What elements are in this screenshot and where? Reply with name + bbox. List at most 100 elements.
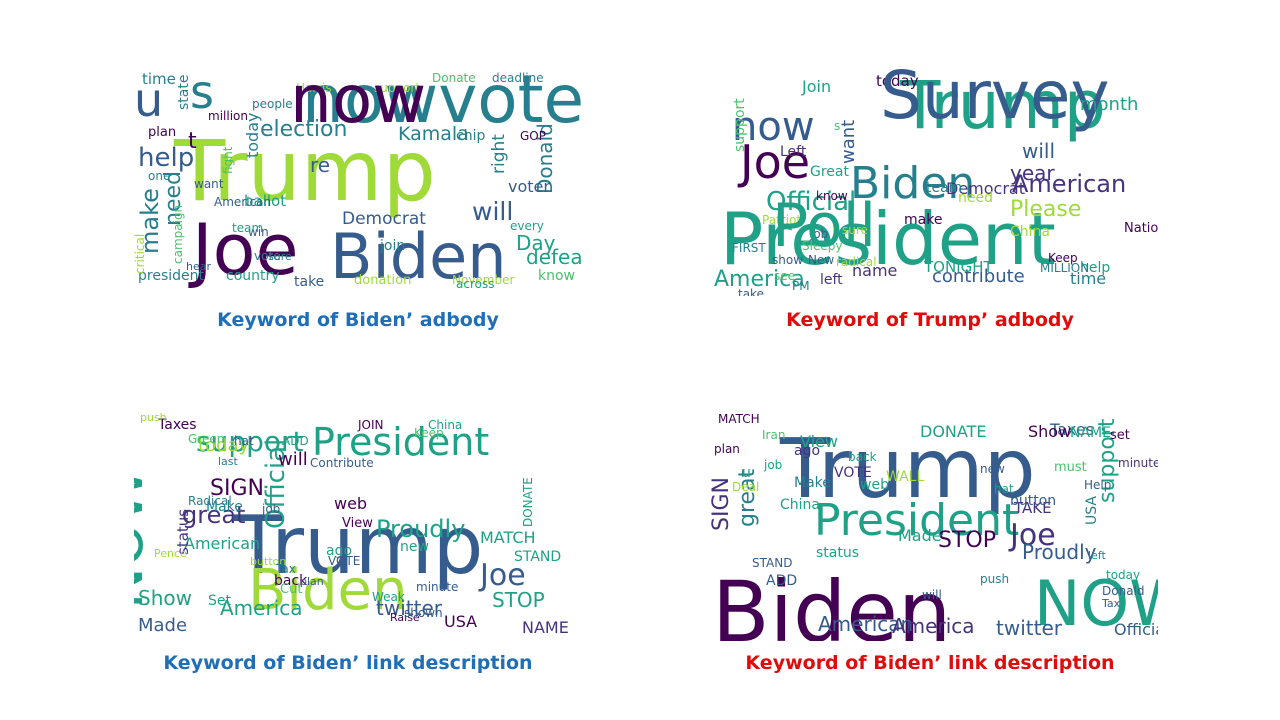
cloud-word-set: Set xyxy=(208,593,232,609)
cloud-word-add: ADD xyxy=(282,434,309,448)
cloud-word-american: American xyxy=(818,612,913,636)
cloud-word-show: Show xyxy=(1028,422,1071,441)
cloud-word-t: t xyxy=(188,129,197,154)
cloud-word-president: President xyxy=(720,197,1056,281)
cloud-word-one: one xyxy=(148,169,170,183)
cloud-word-joe: Joe xyxy=(737,135,810,189)
cloud-word-proudly: Proudly xyxy=(376,515,465,543)
cloud-word-every: every xyxy=(510,219,544,233)
cloud-word-name: NAME xyxy=(522,618,569,637)
cloud-word-ago: ago xyxy=(326,543,352,559)
cloud-word-job: job xyxy=(261,502,280,516)
cloud-word-take: take xyxy=(738,287,764,296)
cloud-word-last: last xyxy=(218,455,239,468)
cloud-word-biden: Biden xyxy=(712,563,951,641)
cloud-word-new: new xyxy=(980,462,1005,476)
cloud-word-job: job xyxy=(763,458,782,472)
word-cloud-trump-adbody: Trump President Joe Biden now Official America… xyxy=(710,64,1158,296)
cloud-word-fight: fight xyxy=(221,146,235,174)
cloud-word-china: China xyxy=(428,418,462,432)
cloud-word-match: MATCH xyxy=(718,412,760,426)
cloud-word-nowvote: nowvote xyxy=(302,64,582,138)
word-cloud-biden-adbody: Trump Joe Biden nowvote election help make need… xyxy=(134,64,582,296)
cloud-word-survey: Survey xyxy=(880,64,1110,134)
cloud-word-button: button xyxy=(250,555,286,568)
cloud-word-joe: Joe xyxy=(478,558,526,593)
cloud-word-name: NAME xyxy=(1070,425,1111,441)
cloud-word-donate: DONATE xyxy=(920,422,986,441)
cloud-word-view: View xyxy=(800,432,838,451)
cloud-word-now: now xyxy=(732,104,815,150)
cloud-word-voter: voter xyxy=(508,177,550,196)
cloud-word-make: Make xyxy=(206,499,243,515)
cloud-word-join: join xyxy=(379,238,405,254)
cloud-word-donald: Donald xyxy=(533,123,557,194)
cloud-word-radical: Radical xyxy=(188,494,232,508)
cloud-word-china: China xyxy=(1010,224,1050,240)
cloud-word-campaign: campaign xyxy=(171,205,185,264)
cloud-word-s: s xyxy=(834,119,840,133)
cloud-word-harris: Harris xyxy=(296,81,332,95)
cloud-word-keep: Keep xyxy=(414,426,444,440)
cloud-word-please: Please xyxy=(1010,197,1081,222)
cloud-word-democrat: Democrat xyxy=(342,209,426,229)
cloud-word-team: team xyxy=(232,221,263,235)
cloud-word-president: president xyxy=(138,268,205,284)
cloud-word-million: million xyxy=(208,109,248,123)
cloud-word-want: want xyxy=(194,177,224,191)
cloud-word-left: Left xyxy=(780,144,807,160)
cloud-word-sign: SIGN xyxy=(210,476,264,501)
cloud-word-america: America xyxy=(220,596,303,620)
cloud-word-biden: Biden xyxy=(330,220,507,293)
cloud-word-make: make xyxy=(136,188,164,254)
cloud-word-official: Official xyxy=(261,439,291,529)
word-cloud-svg: Trump President Joe Biden now Official America… xyxy=(714,64,1158,296)
cloud-word-show: Show xyxy=(138,586,192,610)
cloud-word-across: across xyxy=(456,277,494,291)
cloud-word-take: TAKE xyxy=(1013,499,1052,517)
cloud-word-take: take xyxy=(294,274,324,290)
cloud-word-will: will xyxy=(922,588,942,602)
cloud-word-poll: Poll xyxy=(772,191,876,261)
cloud-word-green: Green xyxy=(188,432,224,446)
cloud-word-make: Make xyxy=(794,475,831,491)
cloud-word-state: state xyxy=(176,75,192,110)
cloud-word-keep: Keep xyxy=(1048,251,1078,265)
cloud-word-re: re xyxy=(310,153,330,177)
cloud-word-biden: Biden xyxy=(850,158,975,209)
cloud-word-push: push xyxy=(980,572,1009,586)
cloud-word-critical: critical xyxy=(134,234,147,274)
cloud-word-official: Official xyxy=(766,187,856,217)
cloud-word-make: make xyxy=(904,212,942,228)
cloud-word-trump: Trump xyxy=(173,122,436,220)
cloud-word-tax: Tax xyxy=(1101,597,1121,610)
cloud-word-will: will xyxy=(278,449,308,470)
cloud-word-day: Day xyxy=(516,231,556,255)
cloud-word-help: help xyxy=(1080,260,1110,276)
cloud-word-support: support xyxy=(196,425,304,458)
cloud-word-radical: radical xyxy=(836,255,877,269)
cloud-word-today: today xyxy=(876,72,919,90)
cloud-word-right: right xyxy=(489,134,509,174)
word-cloud-biden-link-description: Trump Biden NOW President support Official SIG… xyxy=(134,409,582,641)
cloud-word-left: left xyxy=(1088,549,1107,562)
cloud-word-know: know xyxy=(816,189,848,203)
cloud-word-need: need xyxy=(161,171,186,226)
cloud-word-button: button xyxy=(1010,493,1056,509)
cloud-word-proudly: Proudly xyxy=(1022,540,1097,564)
cloud-word-vote: VOTE xyxy=(834,465,872,481)
cloud-word-win: win xyxy=(248,225,269,239)
cloud-word-help: help xyxy=(138,143,194,173)
cloud-word-support: support xyxy=(732,98,748,152)
cloud-word-twitter: twitter xyxy=(376,596,443,620)
cloud-word-support: support xyxy=(374,81,420,95)
cloud-word-america: America xyxy=(892,614,975,638)
cloud-word-today: today xyxy=(243,113,262,159)
cloud-word-chip: chip xyxy=(456,128,485,144)
cloud-word-team: team xyxy=(926,180,962,196)
cloud-word-american: American xyxy=(214,195,271,209)
cloud-word-status: status xyxy=(174,509,192,555)
cloud-word-sure: sure xyxy=(268,250,292,263)
